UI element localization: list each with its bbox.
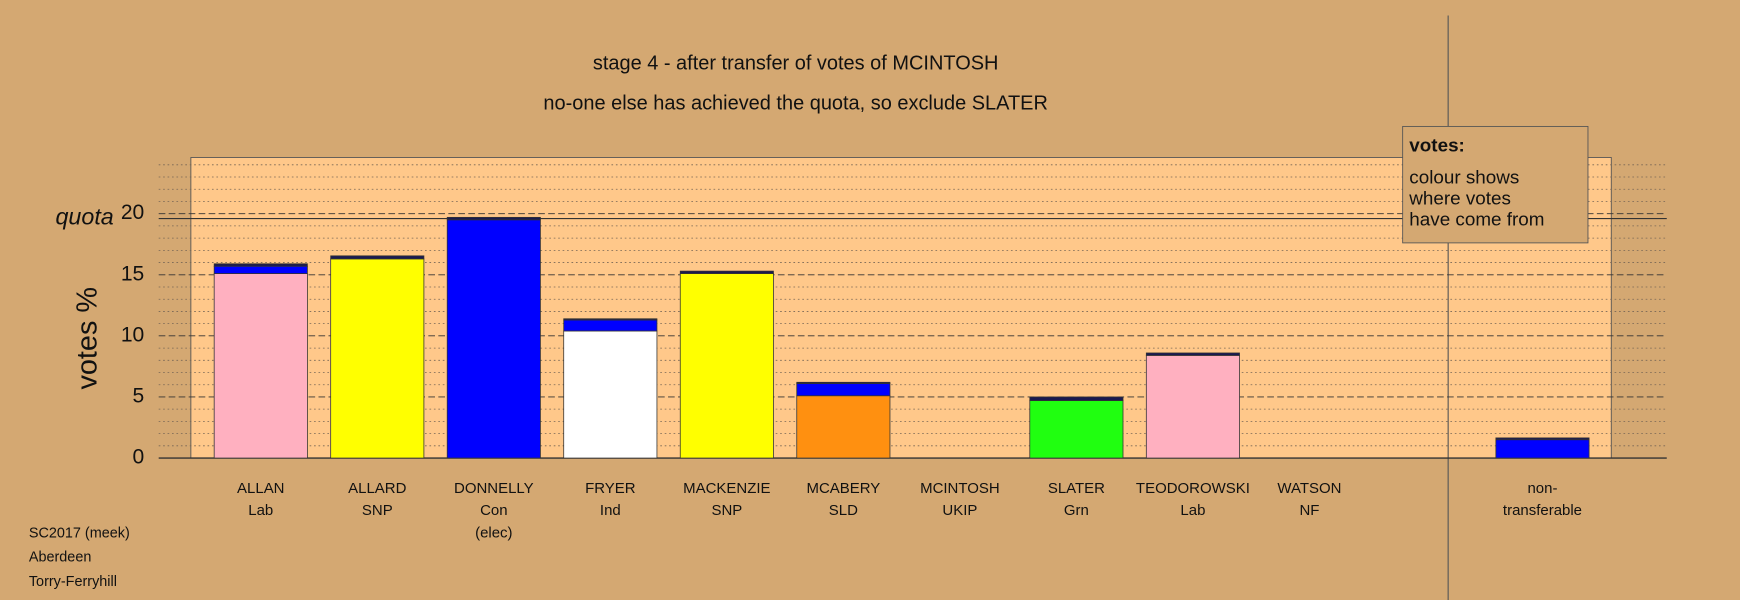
legend-text: have come from bbox=[1409, 209, 1544, 230]
bar-segment bbox=[563, 330, 658, 459]
bar-segment bbox=[446, 219, 541, 459]
x-tick-label: SLD bbox=[829, 502, 858, 519]
x-tick-label: SLATER bbox=[1048, 480, 1105, 497]
y-tick-label: 20 bbox=[121, 201, 144, 224]
quota-label: quota bbox=[55, 204, 113, 230]
bar-segment bbox=[1495, 437, 1590, 441]
x-tick-label: Con bbox=[480, 502, 507, 519]
bar-segment bbox=[1029, 396, 1124, 402]
legend-text: colour shows bbox=[1409, 167, 1519, 188]
x-tick-label: FRYER bbox=[585, 480, 636, 497]
y-tick-label: 15 bbox=[121, 262, 144, 285]
plot-area bbox=[190, 157, 1612, 459]
bar-segment bbox=[796, 383, 891, 397]
bar-segment bbox=[1145, 355, 1240, 459]
x-tick-label: TEODOROWSKI bbox=[1136, 480, 1250, 497]
x-tick-label: Lab bbox=[1180, 502, 1205, 519]
bar-segment bbox=[796, 395, 891, 459]
legend-box bbox=[1402, 125, 1589, 244]
x-tick-label: SNP bbox=[362, 502, 393, 519]
bar-segment bbox=[330, 258, 425, 459]
x-tick-label: DONNELLY bbox=[454, 480, 534, 497]
x-tick-label: MCINTOSH bbox=[920, 480, 1000, 497]
bar-segment bbox=[563, 319, 658, 332]
x-tick-label: (elec) bbox=[475, 524, 512, 541]
legend-title: votes: bbox=[1409, 134, 1465, 155]
footer-text: Aberdeen bbox=[29, 550, 92, 566]
y-tick-label: 5 bbox=[133, 385, 145, 408]
bar-segment bbox=[679, 270, 774, 274]
legend-text: where votes bbox=[1408, 188, 1511, 209]
x-tick-label: transferable bbox=[1503, 502, 1582, 519]
x-tick-label: ALLAN bbox=[237, 480, 284, 497]
bar-segment bbox=[1495, 439, 1590, 459]
x-tick-label: non- bbox=[1527, 480, 1557, 497]
x-tick-label: WATSON bbox=[1277, 480, 1341, 497]
x-tick-label: NF bbox=[1299, 502, 1319, 519]
x-tick-label: MACKENZIE bbox=[683, 480, 770, 497]
bar-segment bbox=[330, 255, 425, 260]
y-axis-label: votes % bbox=[71, 287, 103, 390]
x-tick-label: MCABERY bbox=[806, 480, 880, 497]
bar-segment bbox=[563, 318, 658, 321]
bar-segment bbox=[1029, 400, 1124, 459]
footer-text: SC2017 (meek) bbox=[29, 525, 130, 541]
bar-segment bbox=[446, 216, 541, 221]
x-tick-label: UKIP bbox=[942, 502, 977, 519]
bar-segment bbox=[796, 381, 891, 384]
legend: votes: colour shows where votes have com… bbox=[1402, 125, 1589, 244]
bar-segment bbox=[213, 263, 308, 267]
bar-segment bbox=[213, 273, 308, 459]
chart-title: stage 4 - after transfer of votes of MCI… bbox=[593, 53, 999, 75]
bar-segment bbox=[1145, 352, 1240, 356]
chart-subtitle: no-one else has achieved the quota, so e… bbox=[543, 93, 1047, 115]
x-tick-label: Lab bbox=[248, 502, 273, 519]
x-tick-label: SNP bbox=[711, 502, 742, 519]
bar-segment bbox=[213, 265, 308, 274]
x-tick-label: ALLARD bbox=[348, 480, 406, 497]
x-tick-label: Grn bbox=[1064, 502, 1089, 519]
x-tick-label: Ind bbox=[600, 502, 621, 519]
bar-segment bbox=[679, 273, 774, 459]
y-tick-label: 0 bbox=[133, 446, 145, 469]
y-tick-label: 10 bbox=[121, 323, 144, 346]
footer-text: Torry-Ferryhill bbox=[29, 574, 117, 590]
